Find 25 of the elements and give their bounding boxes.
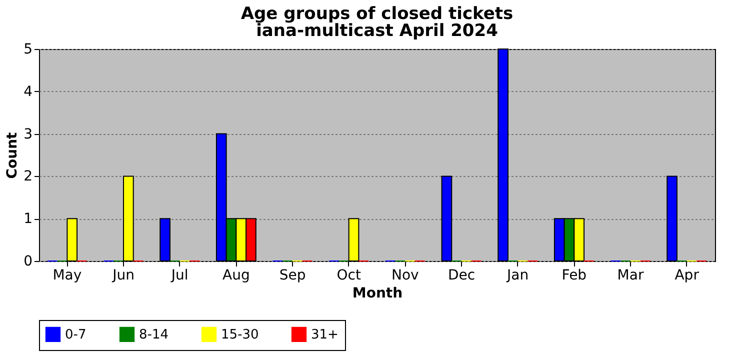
y-tick-label: 3: [24, 126, 32, 142]
legend-label: 31+: [311, 327, 338, 342]
x-tick-label: Apr: [674, 268, 700, 284]
x-tick-label: Nov: [392, 268, 419, 284]
y-axis-title: Count: [4, 132, 21, 179]
x-tick-label: Oct: [336, 268, 362, 284]
x-tick-label: Jan: [506, 268, 529, 284]
x-axis-title: Month: [352, 286, 403, 302]
x-tick-label: Feb: [562, 268, 587, 284]
x-tick-label: Jun: [112, 268, 134, 284]
x-tick-label: Sep: [279, 268, 306, 284]
y-tick-label: 4: [24, 84, 33, 100]
legend-label: 8-14: [139, 327, 169, 342]
y-tick-label: 0: [24, 254, 32, 270]
x-tick-label: Aug: [222, 268, 250, 284]
x-tick-label: May: [52, 268, 82, 284]
y-tick-label: 1: [24, 211, 32, 228]
y-tick-label: 5: [24, 42, 32, 58]
x-tick-label: Dec: [448, 268, 476, 284]
x-tick-label: Mar: [617, 268, 644, 284]
x-tick-label: Jul: [170, 268, 188, 284]
legend-label: 15-30: [221, 327, 259, 342]
chart-title: Age groups of closed tickets: [240, 4, 514, 24]
y-tick-label: 2: [24, 168, 32, 185]
legend-label: 0-7: [65, 327, 86, 342]
